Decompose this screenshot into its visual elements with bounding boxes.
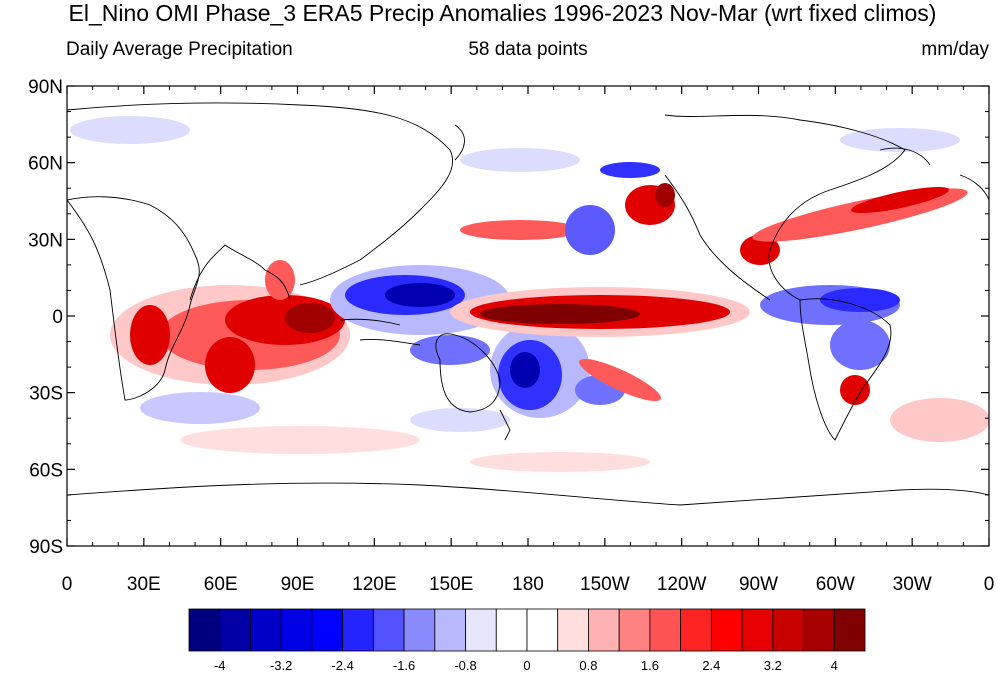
lon-tick-label: 150E xyxy=(429,574,473,595)
anomaly-light-wet xyxy=(470,452,650,472)
colorbar-label: 3.2 xyxy=(764,658,782,673)
anomaly-strong-wet xyxy=(655,183,675,207)
anomaly-dry xyxy=(600,162,660,178)
lon-tick-label: 30E xyxy=(127,574,161,595)
lon-tick-label: 180 xyxy=(512,574,544,595)
colorbar-swatch xyxy=(741,608,774,652)
lon-tick-label: 150W xyxy=(580,574,630,595)
anomaly-strong-wet xyxy=(285,303,335,333)
colorbar-swatch xyxy=(588,608,620,652)
colorbar-swatch xyxy=(188,608,221,652)
anomaly-moderate-dry xyxy=(410,335,490,365)
lat-tick-label: 30S xyxy=(29,384,63,405)
colorbar-swatch xyxy=(495,608,528,652)
colorbar-label: 1.6 xyxy=(641,658,659,673)
longitude-axis: 0 30E 60E 90E 120E 150E 180 150W 120W 90W 60W 30W 0 xyxy=(62,86,995,595)
colorbar: -4 -3.2 -2.4 -1.6 -0.8 0 0.8 1.6 2.4 3.2 4 xyxy=(188,608,866,673)
colorbar-label: -0.8 xyxy=(454,658,476,673)
colorbar-label: 0.8 xyxy=(579,658,597,673)
lon-tick-label: 0 xyxy=(62,574,73,595)
minor-ticks xyxy=(67,86,989,546)
anomaly-light-wet xyxy=(890,398,989,442)
anomaly-moderate-dry xyxy=(565,205,615,255)
colorbar-swatch xyxy=(680,608,712,652)
lon-tick-label: 120E xyxy=(352,574,396,595)
colorbar-label: -2.4 xyxy=(331,658,353,673)
colorbar-label: 0 xyxy=(523,658,530,673)
colorbar-swatch xyxy=(465,608,497,652)
colorbar-swatch xyxy=(710,608,743,652)
lon-tick-label: 90E xyxy=(281,574,315,595)
lat-tick-label: 60S xyxy=(29,460,63,481)
colorbar-swatch xyxy=(772,608,804,652)
anomaly-light-dry xyxy=(70,116,190,144)
coastlines xyxy=(67,102,989,506)
colorbar-swatch xyxy=(649,608,682,652)
colorbar-swatch xyxy=(219,608,251,652)
colorbar-swatch xyxy=(618,608,651,652)
map-title: El_Nino OMI Phase_3 ERA5 Precip Anomalie… xyxy=(68,0,937,26)
colorbar-swatch xyxy=(403,608,436,652)
colorbar-label: 2.4 xyxy=(702,658,720,673)
anomaly-wet xyxy=(740,235,780,265)
anomaly-light-dry xyxy=(460,148,580,172)
precip-anomaly-field xyxy=(70,116,989,472)
subtitle-count: 58 data points xyxy=(468,39,588,60)
lat-tick-label: 30N xyxy=(28,230,63,251)
colorbar-swatch xyxy=(557,608,589,652)
lon-tick-label: 0 xyxy=(984,574,995,595)
anomaly-strong-wet xyxy=(480,304,640,324)
anomaly-light-dry xyxy=(840,128,960,152)
lon-tick-label: 90W xyxy=(739,574,778,595)
colorbar-label: 4 xyxy=(831,658,838,673)
lon-tick-label: 120W xyxy=(657,574,707,595)
colorbar-label: -3.2 xyxy=(270,658,292,673)
lon-tick-label: 60E xyxy=(204,574,238,595)
subtitle-variable: Daily Average Precipitation xyxy=(66,39,293,60)
colorbar-swatch xyxy=(372,608,405,652)
colorbar-swatch xyxy=(833,608,866,652)
colorbar-swatch xyxy=(526,608,559,652)
colorbar-swatch xyxy=(280,608,313,652)
anomaly-light-dry xyxy=(410,408,510,432)
anomaly-light-dry xyxy=(140,392,260,424)
lon-tick-label: 30W xyxy=(893,574,932,595)
anomaly-strong-dry xyxy=(510,352,540,388)
lon-tick-label: 60W xyxy=(816,574,855,595)
colorbar-label: -4 xyxy=(214,658,226,673)
lat-tick-label: 60N xyxy=(28,154,63,175)
subtitle-units: mm/day xyxy=(921,39,989,60)
colorbar-swatch xyxy=(250,608,282,652)
lat-tick-label: 90N xyxy=(28,77,63,98)
colorbar-swatch xyxy=(434,608,466,652)
colorbar-swatch xyxy=(803,608,835,652)
latitude-axis: 90N 60N 30N 0 30S 60S 90S xyxy=(28,77,989,558)
colorbar-swatch xyxy=(342,608,374,652)
colorbar-label: -1.6 xyxy=(393,658,415,673)
anomaly-wet xyxy=(205,337,255,393)
anomaly-wet xyxy=(840,375,870,405)
anomaly-wet xyxy=(130,305,170,365)
lat-tick-label: 90S xyxy=(29,537,63,558)
anomaly-moderate-wet xyxy=(578,358,662,402)
lat-tick-label: 0 xyxy=(52,307,63,328)
anomaly-moderate-wet xyxy=(460,220,580,240)
anomaly-strong-dry xyxy=(385,283,455,307)
anomaly-dry xyxy=(820,288,900,312)
anomaly-moderate-dry xyxy=(830,320,890,370)
colorbar-swatch xyxy=(311,608,344,652)
anomaly-wet xyxy=(851,186,949,214)
anomaly-light-wet xyxy=(180,426,420,454)
